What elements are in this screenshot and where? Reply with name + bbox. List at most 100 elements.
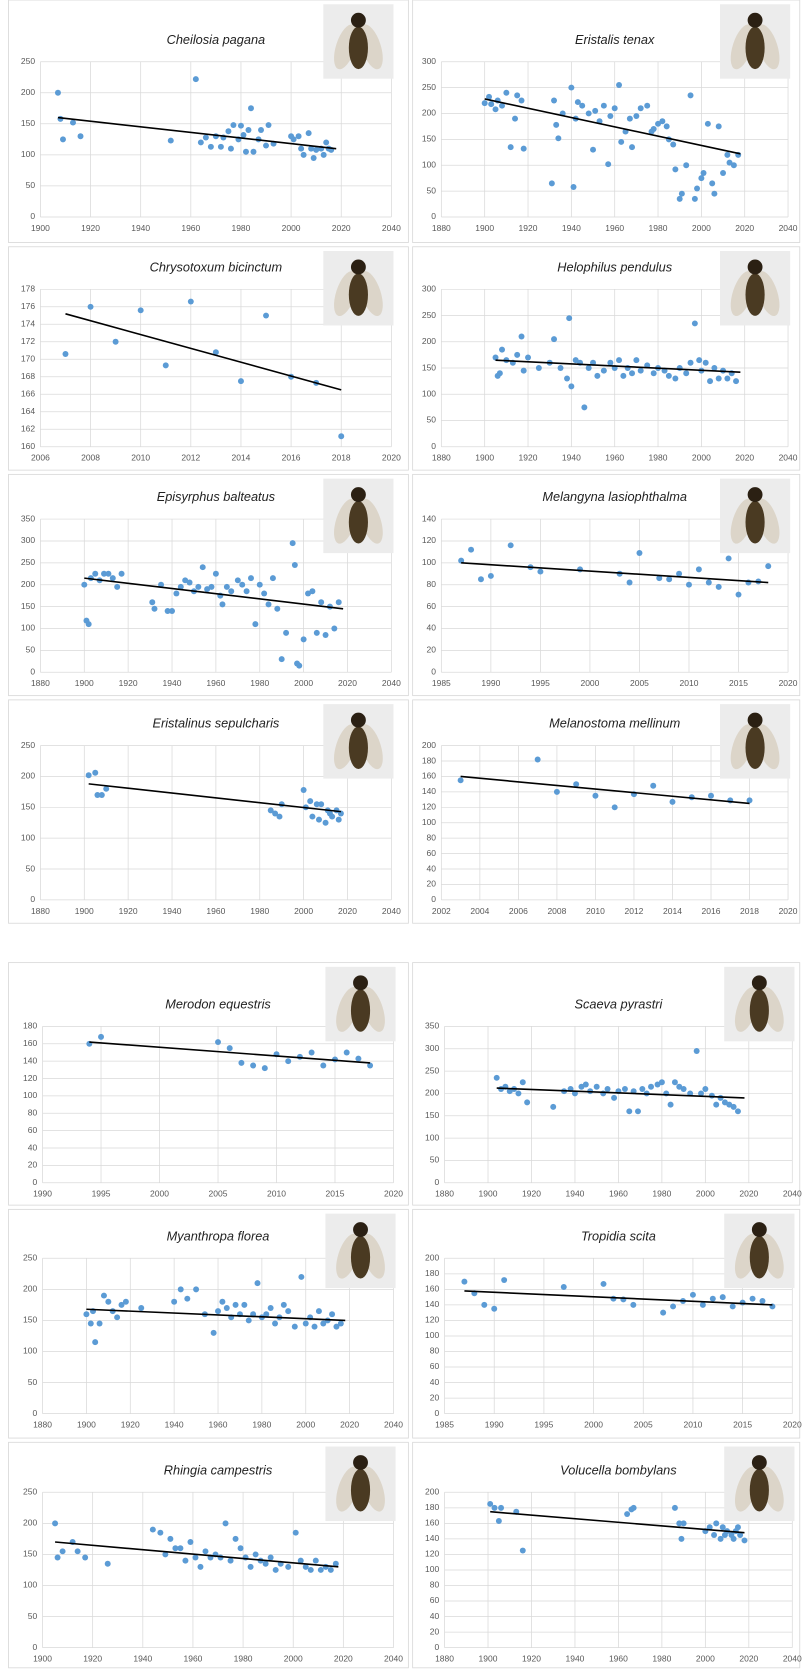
x-tick-label: 2020 (334, 1654, 353, 1664)
point (765, 563, 772, 570)
point (320, 1320, 327, 1327)
y-tick-label: 250 (425, 1065, 439, 1075)
point (706, 1524, 713, 1531)
x-tick-label: 1980 (649, 223, 668, 233)
point (514, 92, 521, 99)
trend-line (490, 1510, 745, 1534)
point (87, 1320, 94, 1327)
point (262, 1560, 269, 1567)
y-tick-label: 160 (425, 1284, 439, 1294)
point (245, 127, 252, 133)
trend-line (496, 1087, 745, 1099)
x-tick-label: 2020 (338, 906, 357, 916)
point (197, 1563, 204, 1570)
point (105, 1298, 112, 1305)
point (250, 148, 257, 155)
x-tick-label: 2040 (382, 223, 401, 233)
point (308, 1049, 315, 1056)
point (289, 540, 296, 547)
y-tick-label: 60 (28, 1125, 38, 1135)
point (162, 362, 169, 369)
x-tick-label: 1920 (81, 223, 100, 233)
trend-line (86, 1308, 346, 1322)
point (560, 1284, 567, 1291)
y-tick-label: 20 (430, 1626, 440, 1636)
point (663, 123, 670, 130)
point (177, 1545, 184, 1552)
point (726, 159, 733, 166)
y-tick-label: 150 (422, 134, 436, 144)
point (648, 1083, 655, 1090)
point (317, 1566, 324, 1573)
x-tick-label: 2020 (384, 1189, 403, 1199)
x-tick-label: 1940 (163, 678, 182, 688)
x-tick-label: 1995 (534, 1420, 553, 1430)
y-tick-label: 80 (28, 1108, 38, 1118)
point (186, 579, 193, 586)
point (307, 1566, 314, 1573)
point (182, 577, 189, 584)
trend-line (495, 359, 741, 374)
point (621, 1085, 628, 1092)
y-tick-label: 100 (422, 159, 436, 169)
y-tick-label: 176 (21, 301, 35, 311)
y-tick-label: 350 (21, 513, 35, 523)
x-tick-label: 1920 (119, 678, 138, 688)
point (272, 1320, 279, 1327)
point (739, 1299, 746, 1306)
point (572, 357, 579, 364)
x-tick-label: 2008 (547, 906, 566, 916)
point (313, 801, 320, 808)
panel-frame (8, 0, 409, 243)
point (269, 575, 276, 582)
x-tick-label: 1880 (435, 1189, 454, 1199)
point (585, 110, 592, 117)
point (605, 161, 612, 168)
x-tick-label: 2020 (735, 223, 754, 233)
trend-line (484, 98, 741, 155)
point (676, 570, 683, 577)
x-tick-label: 1880 (435, 1654, 454, 1664)
point (267, 807, 274, 814)
point (481, 1301, 488, 1308)
point (316, 816, 322, 823)
x-tick-label: 2012 (624, 906, 643, 916)
y-tick-label: 50 (26, 863, 36, 873)
point (566, 315, 573, 322)
point (659, 118, 666, 125)
x-tick-label: 1980 (252, 1420, 271, 1430)
point (611, 1094, 618, 1101)
x-tick-label: 1995 (92, 1189, 111, 1199)
point (239, 581, 246, 588)
x-tick-label: 2018 (740, 906, 759, 916)
point (265, 122, 272, 129)
x-tick-label: 2005 (209, 1189, 228, 1199)
y-tick-label: 0 (32, 1408, 37, 1418)
point (656, 575, 663, 582)
point (223, 583, 230, 590)
point (683, 162, 690, 169)
point (461, 1278, 468, 1285)
point (158, 581, 165, 588)
x-tick-label: 1980 (652, 1189, 671, 1199)
point (318, 599, 325, 606)
point (162, 1551, 169, 1558)
x-tick-label: 2012 (181, 453, 200, 463)
point (724, 375, 731, 382)
y-tick-label: 200 (425, 1088, 439, 1098)
point (92, 1339, 99, 1346)
point (309, 588, 316, 595)
fly-body (745, 500, 765, 544)
y-tick-label: 60 (427, 601, 437, 611)
point (248, 575, 254, 582)
point (167, 137, 174, 144)
point (138, 1305, 145, 1311)
point (283, 629, 290, 636)
point (118, 570, 125, 577)
y-tick-label: 0 (434, 1642, 439, 1652)
point (691, 195, 698, 202)
point (184, 1295, 191, 1302)
panel-frame (412, 246, 801, 471)
chart-title: Melanostoma mellinum (549, 716, 680, 731)
fly-body (350, 1468, 371, 1512)
